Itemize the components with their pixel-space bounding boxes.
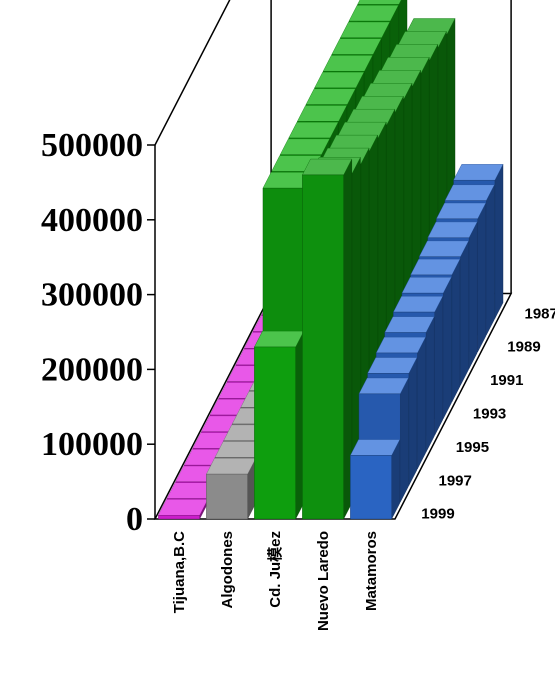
bar-side: [486, 185, 494, 336]
bar-top: [302, 159, 351, 175]
y-tick-label: 300000: [41, 277, 143, 314]
bar-side: [452, 259, 460, 402]
y-tick-label: 0: [126, 501, 143, 538]
bar-top: [393, 296, 442, 312]
bar: [302, 175, 343, 519]
y-tick-label: 200000: [41, 351, 143, 388]
bar-top: [323, 55, 372, 71]
bar-top: [206, 458, 255, 474]
y-tick-label: 400000: [41, 202, 143, 239]
bar-top: [289, 122, 338, 138]
bar-side: [400, 378, 408, 502]
depth-tick-label: 1987: [525, 305, 555, 322]
bar-top: [350, 440, 399, 456]
bar-top: [428, 222, 477, 238]
bar-top: [368, 358, 417, 374]
bar: [158, 515, 199, 519]
bar-top: [359, 378, 408, 394]
bar-top: [402, 277, 451, 293]
bar: [350, 455, 391, 519]
y-tick-label: 100000: [41, 426, 143, 463]
bar-side: [469, 222, 477, 369]
bar-top: [306, 89, 355, 105]
side-wall-top-edge: [155, 0, 271, 145]
bar-top: [280, 139, 329, 155]
bar-top: [254, 331, 303, 347]
depth-tick-label: 1989: [507, 339, 540, 356]
bar-top: [332, 39, 381, 55]
bar: [206, 474, 247, 519]
bar-top: [445, 185, 494, 201]
bar-top: [436, 203, 485, 219]
bar-top: [349, 5, 398, 21]
depth-tick-label: 1993: [473, 405, 506, 422]
bar-top: [385, 317, 434, 333]
bar-top: [454, 164, 503, 180]
bar-side: [443, 277, 451, 419]
x-tick-label: Cd. Ju模ez: [266, 531, 284, 608]
depth-tick-label: 1991: [490, 372, 523, 389]
bar-top: [340, 22, 389, 38]
bar-top: [158, 499, 207, 515]
bar: [254, 347, 295, 519]
x-tick-label: Matamoros: [363, 531, 380, 611]
bar-top: [376, 337, 425, 353]
bar-side: [460, 241, 468, 386]
bar-top: [297, 105, 346, 121]
bar-top: [411, 259, 460, 275]
bar-side: [426, 317, 434, 453]
y-tick-label: 500000: [41, 127, 143, 164]
depth-tick-label: 1997: [439, 472, 472, 489]
depth-tick-label: 1999: [421, 506, 454, 523]
bar-side: [478, 203, 486, 352]
bar-top: [419, 241, 468, 257]
x-tick-label: Algodones: [219, 531, 236, 609]
bar-side: [495, 164, 503, 318]
x-tick-label: Nuevo Laredo: [315, 531, 332, 631]
x-tick-label: Tijuana,B.C: [171, 531, 188, 613]
bar-side: [435, 296, 443, 435]
bar-side: [417, 337, 425, 469]
bar-side: [409, 358, 417, 486]
depth-tick-label: 1995: [456, 439, 489, 456]
bar-top: [315, 72, 364, 88]
